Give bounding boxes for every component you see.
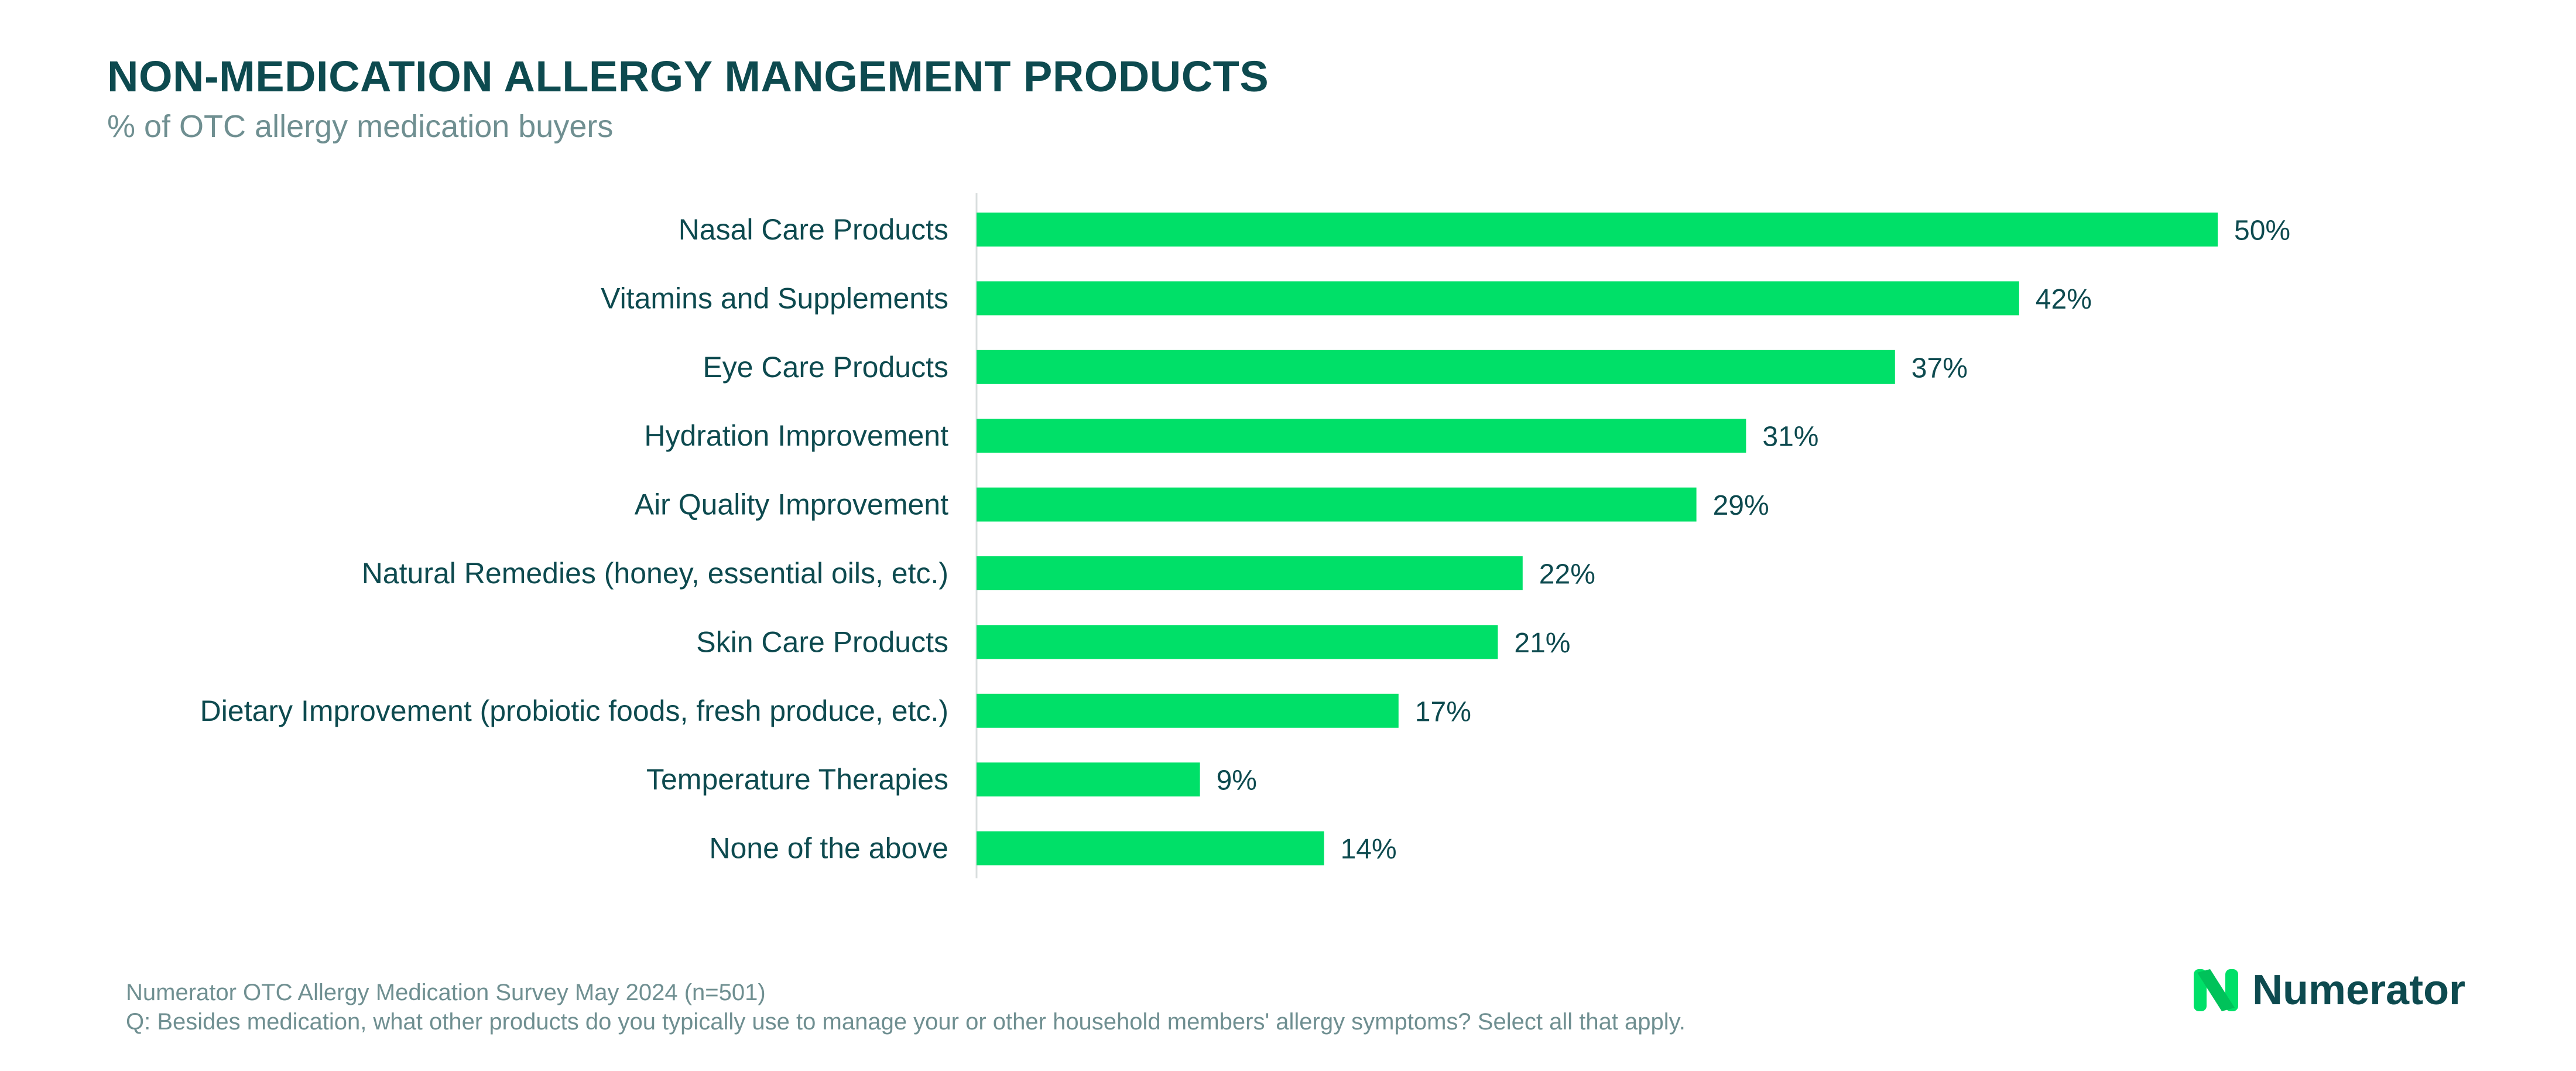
value-label: 21% (1514, 628, 1570, 659)
category-label: Dietary Improvement (probiotic foods, fr… (200, 694, 948, 727)
chart-subtitle: % of OTC allergy medication buyers (107, 109, 614, 144)
survey-question: Q: Besides medication, what other produc… (126, 1009, 1686, 1035)
brand-logo: Numerator (2193, 966, 2465, 1014)
bar (977, 350, 1895, 384)
value-label: 22% (1539, 559, 1595, 590)
value-label: 9% (1217, 765, 1257, 796)
category-label: Natural Remedies (honey, essential oils,… (362, 557, 948, 590)
brand-name: Numerator (2252, 967, 2466, 1014)
bar (977, 281, 2019, 316)
footer: Numerator OTC Allergy Medication Survey … (126, 978, 1686, 1036)
category-label: Eye Care Products (703, 351, 948, 384)
value-label: 50% (2234, 215, 2290, 247)
bar (977, 831, 1324, 865)
category-label: Hydration Improvement (644, 419, 948, 452)
source-note: Numerator OTC Allergy Medication Survey … (126, 980, 766, 1005)
value-label: 42% (2036, 284, 2092, 315)
value-label: 29% (1713, 490, 1769, 521)
chart-title: NON-MEDICATION ALLERGY MANGEMENT PRODUCT… (107, 52, 1269, 101)
bar (977, 693, 1399, 728)
category-label: Air Quality Improvement (635, 488, 948, 521)
category-label: Temperature Therapies (646, 763, 948, 796)
value-label: 14% (1341, 834, 1397, 865)
value-label: 37% (1912, 353, 1968, 384)
bar (977, 762, 1200, 797)
category-label: Nasal Care Products (679, 213, 948, 246)
bar (977, 419, 1746, 453)
category-label: Vitamins and Supplements (601, 282, 948, 314)
bar (977, 487, 1697, 522)
value-label: 31% (1762, 422, 1818, 453)
category-label: Skin Care Products (696, 625, 948, 658)
bar-chart: Nasal Care Products 50% Vitamins and Suppl… (200, 193, 2290, 878)
bar (977, 213, 2218, 247)
value-label: 17% (1415, 696, 1471, 727)
bar (977, 625, 1498, 659)
category-label: None of the above (709, 832, 948, 865)
bar (977, 556, 1523, 590)
numerator-n-logo-icon (2194, 969, 2238, 1011)
